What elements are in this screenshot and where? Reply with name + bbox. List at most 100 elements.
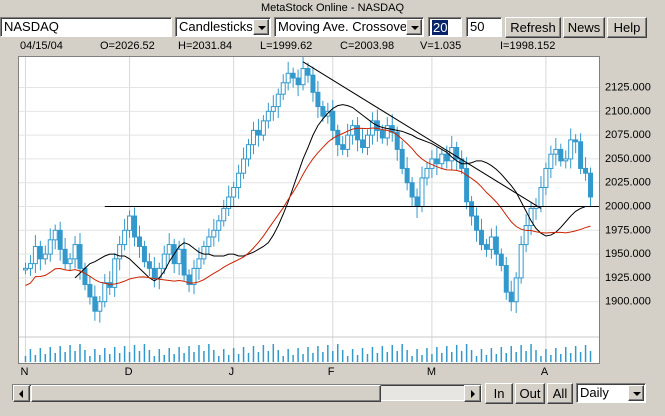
- candle-body: [255, 129, 261, 136]
- help-button[interactable]: Help: [607, 17, 647, 38]
- symbol-input[interactable]: NASDAQ: [0, 17, 172, 37]
- scroll-right-button[interactable]: [464, 385, 481, 402]
- month-tick-label: D: [124, 366, 133, 378]
- symbol-input-value: NASDAQ: [4, 19, 59, 34]
- candle-body: [136, 236, 142, 247]
- candle-body: [77, 244, 83, 269]
- candle-body: [360, 139, 366, 149]
- candle-body: [578, 141, 584, 169]
- chevron-down-icon[interactable]: [628, 385, 644, 401]
- price-tick-label: 2075.000: [605, 129, 651, 141]
- candle-body: [275, 93, 281, 108]
- candle-body: [231, 186, 237, 198]
- candle-body: [548, 153, 554, 169]
- candle-body: [146, 261, 152, 269]
- ma-fast-value: 20: [432, 20, 449, 35]
- candle-body: [518, 244, 524, 279]
- quote-high: H=2031.84: [178, 40, 233, 52]
- show-all-button[interactable]: All: [547, 383, 573, 404]
- news-button[interactable]: News: [563, 17, 605, 38]
- horizontal-scrollbar[interactable]: [12, 384, 482, 402]
- candle-body: [493, 236, 499, 255]
- window-title: MetaStock Online - NASDAQ: [260, 2, 405, 14]
- indicator-select[interactable]: Moving Ave. Crossover: [274, 17, 424, 37]
- candle-body: [384, 125, 390, 139]
- candle-body: [260, 120, 266, 136]
- candle-body: [161, 253, 167, 269]
- period-select[interactable]: Daily: [576, 383, 646, 403]
- ma-fast-input[interactable]: 20: [428, 17, 462, 37]
- candle-body: [399, 148, 405, 169]
- month-tick-label: A: [540, 366, 549, 378]
- scroll-left-button[interactable]: [13, 385, 30, 402]
- candle-body: [201, 245, 207, 260]
- quote-close: C=2003.98: [340, 40, 395, 52]
- candle-body: [107, 282, 113, 288]
- candle-body: [241, 158, 247, 174]
- quote-indicator: I=1998.152: [500, 40, 556, 52]
- zoom-in-button[interactable]: In: [485, 383, 513, 404]
- candle-body: [295, 77, 301, 86]
- candle-body: [340, 144, 346, 150]
- candle-body: [434, 158, 440, 165]
- candle-body: [221, 207, 227, 222]
- candle-body: [226, 196, 232, 209]
- candle-body: [97, 301, 103, 312]
- price-tick-label: 2125.000: [605, 82, 651, 94]
- candle-body: [419, 177, 425, 208]
- chart-type-select[interactable]: Candlesticks: [175, 17, 271, 37]
- candle-body: [57, 229, 63, 250]
- price-tick-label: 1900.000: [605, 296, 651, 308]
- refresh-button[interactable]: Refresh: [505, 17, 561, 38]
- candle-body: [112, 258, 118, 288]
- candle-body: [563, 158, 569, 162]
- resistance-trendline: [302, 61, 542, 209]
- price-axis: 2125.000 2100.000 2075.000 2050.000 2025.000…: [605, 82, 651, 308]
- candle-body: [474, 215, 480, 231]
- quote-low: L=1999.62: [260, 40, 313, 52]
- candle-body: [37, 245, 43, 260]
- month-tick-label: M: [426, 366, 437, 378]
- candle-body: [191, 267, 197, 286]
- price-tick-label: 2100.000: [605, 105, 651, 117]
- chevron-down-icon[interactable]: [406, 19, 422, 35]
- scroll-thumb[interactable]: [31, 385, 381, 402]
- candle-body: [483, 244, 489, 250]
- candle-body: [250, 129, 256, 146]
- candle-body: [424, 167, 430, 179]
- candle-body: [558, 148, 564, 162]
- candle-body: [310, 74, 316, 93]
- ma-slow-value: 50: [470, 19, 485, 34]
- price-tick-label: 1925.000: [605, 272, 651, 284]
- candle-body: [508, 291, 514, 303]
- candle-body: [186, 274, 192, 286]
- price-tick-label: 1950.000: [605, 248, 651, 260]
- price-tick-label: 2025.000: [605, 177, 651, 189]
- candle-body: [87, 284, 93, 298]
- candle-body: [573, 139, 579, 143]
- candle-body: [513, 277, 519, 303]
- chart-type-value: Candlesticks: [179, 19, 253, 34]
- zoom-out-button[interactable]: Out: [515, 383, 545, 404]
- candle-body: [409, 182, 415, 198]
- candle-body: [414, 196, 420, 208]
- fast-moving-average-line: [74, 104, 591, 282]
- price-chart[interactable]: [18, 56, 600, 364]
- candle-body: [503, 265, 509, 293]
- candle-body: [588, 172, 594, 198]
- candle-body: [330, 110, 336, 131]
- period-value: Daily: [580, 385, 609, 400]
- candle-body: [270, 106, 276, 112]
- candle-body: [280, 82, 286, 95]
- chevron-down-icon[interactable]: [253, 19, 269, 35]
- ma-slow-input[interactable]: 50: [466, 17, 502, 37]
- candle-body: [538, 186, 544, 208]
- candle-body: [290, 72, 296, 79]
- price-tick-label: 2000.000: [605, 201, 651, 213]
- candle-body: [181, 248, 187, 276]
- candlestick-chart[interactable]: [19, 57, 599, 363]
- candle-body: [478, 229, 484, 246]
- candle-body: [543, 167, 549, 188]
- candle-body: [246, 144, 252, 160]
